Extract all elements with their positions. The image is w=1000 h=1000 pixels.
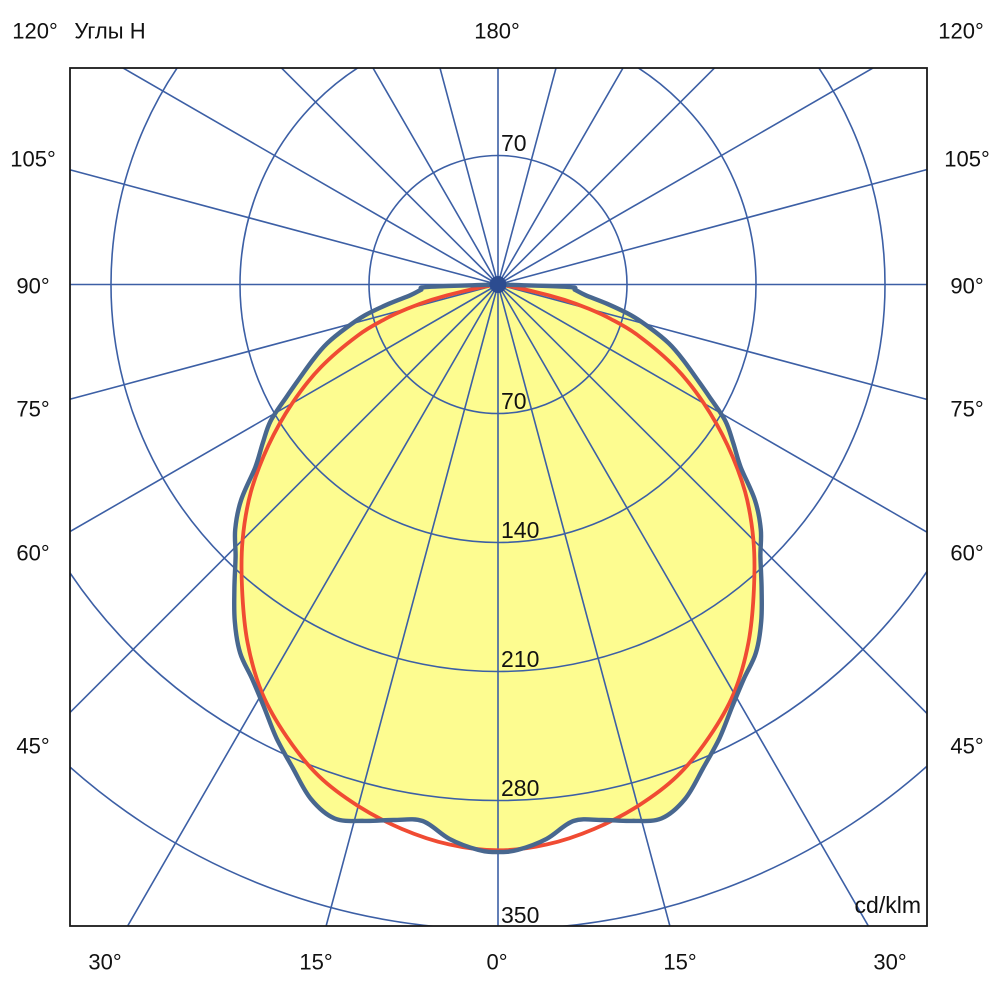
ring-label: 350 bbox=[501, 902, 539, 928]
plane-title: Углы H bbox=[74, 19, 145, 44]
angular-grid-line bbox=[439, 68, 499, 285]
angular-grid-line bbox=[121, 68, 499, 286]
angle-label-left: 90° bbox=[16, 274, 49, 299]
angular-grid-line bbox=[70, 283, 499, 401]
angle-label-bottom: 30° bbox=[88, 950, 121, 975]
angle-label-top: 120° bbox=[12, 19, 58, 44]
ring-label: 70 bbox=[501, 388, 527, 414]
angle-label-left: 105° bbox=[10, 147, 56, 172]
angular-grid-line bbox=[70, 168, 499, 286]
angle-label-right: 105° bbox=[944, 147, 990, 172]
angular-grid-line bbox=[497, 284, 671, 926]
angle-label-bottom: 0° bbox=[486, 950, 507, 975]
angle-label-bottom: 15° bbox=[299, 950, 332, 975]
angle-label-bottom: 15° bbox=[663, 950, 696, 975]
angular-grid-line bbox=[70, 283, 499, 533]
angular-grid-line bbox=[280, 68, 499, 286]
angle-label-right: 45° bbox=[950, 734, 983, 759]
angular-grid-line bbox=[497, 68, 716, 286]
angle-label-top: 120° bbox=[938, 19, 984, 44]
angular-grid-line bbox=[497, 283, 927, 534]
angle-label-top: 180° bbox=[474, 19, 520, 44]
angular-grid-line bbox=[372, 68, 499, 285]
angular-grid-line bbox=[325, 284, 499, 926]
angle-label-bottom: 30° bbox=[873, 950, 906, 975]
ring-label: 70 bbox=[501, 130, 527, 156]
ring-label: 140 bbox=[501, 517, 539, 543]
intensity-distribution-outline bbox=[231, 282, 765, 855]
angular-grid-line bbox=[497, 283, 927, 715]
plot-border bbox=[69, 67, 928, 927]
angular-grid-line bbox=[497, 168, 927, 286]
angle-label-left: 75° bbox=[16, 397, 49, 422]
angle-label-right: 60° bbox=[950, 541, 983, 566]
angular-grid-line bbox=[497, 283, 927, 401]
angular-grid-line bbox=[497, 284, 870, 926]
angle-label-right: 90° bbox=[950, 274, 983, 299]
units-label: cd/klm bbox=[855, 892, 921, 918]
ring-label: 210 bbox=[501, 646, 539, 672]
pole-marker bbox=[489, 276, 507, 293]
angular-grid-line bbox=[497, 68, 557, 285]
angular-grid-line bbox=[497, 68, 624, 285]
angular-grid-line bbox=[497, 68, 875, 286]
angular-grid-line bbox=[126, 284, 499, 926]
angle-label-left: 60° bbox=[16, 541, 49, 566]
ring-label: 280 bbox=[501, 775, 539, 801]
angle-label-left: 45° bbox=[16, 734, 49, 759]
angular-grid-line bbox=[70, 283, 499, 714]
angle-label-right: 75° bbox=[950, 397, 983, 422]
